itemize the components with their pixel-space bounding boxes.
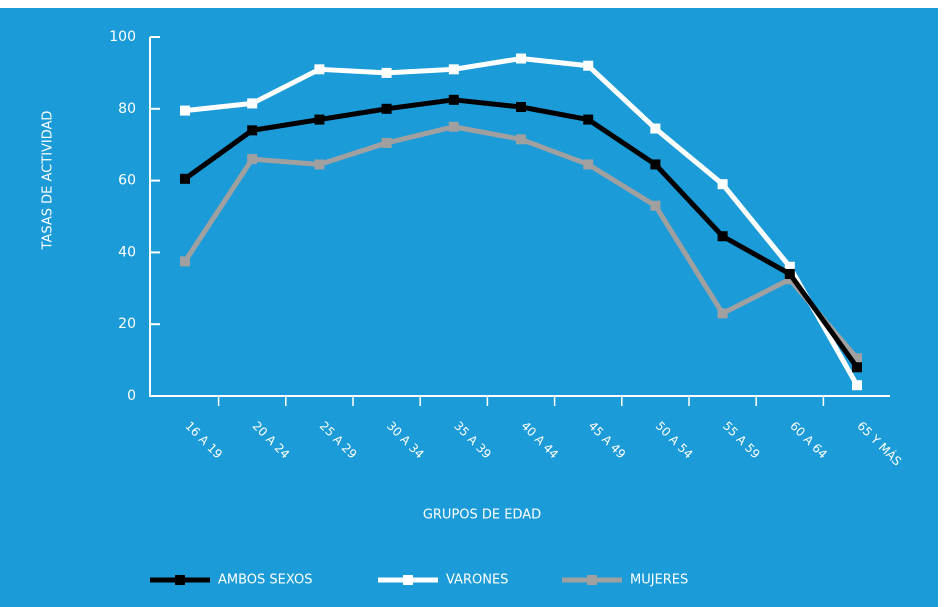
- legend-label: VARONES: [446, 573, 508, 588]
- y-tick-label: 100: [109, 29, 136, 45]
- point: [852, 353, 862, 364]
- point: [784, 268, 795, 279]
- point: [717, 231, 728, 242]
- point: [717, 179, 728, 190]
- legend-marker: [175, 575, 185, 585]
- point: [852, 362, 862, 373]
- point: [583, 114, 594, 125]
- point: [381, 137, 392, 148]
- point: [247, 98, 258, 109]
- y-tick-label: 80: [118, 101, 136, 117]
- point: [247, 125, 258, 136]
- point: [381, 103, 392, 114]
- point: [784, 274, 795, 285]
- x-axis-label: GRUPOS DE EDAD: [423, 508, 541, 523]
- y-tick-label: 40: [118, 244, 136, 260]
- y-axis-label: TASAS DE ACTIVIDAD: [41, 111, 56, 251]
- point: [180, 173, 190, 184]
- point: [516, 102, 526, 113]
- point: [650, 159, 661, 170]
- legend-marker: [587, 575, 597, 585]
- point: [180, 105, 190, 116]
- legend-label: MUJERES: [630, 573, 688, 588]
- point: [583, 159, 594, 170]
- point: [717, 308, 728, 319]
- point: [784, 261, 795, 272]
- point: [180, 256, 190, 267]
- point: [247, 154, 258, 165]
- legend-marker: [403, 575, 413, 585]
- point: [650, 123, 661, 134]
- point: [314, 64, 325, 75]
- point: [516, 134, 526, 145]
- point: [583, 60, 594, 71]
- point: [381, 67, 392, 78]
- y-tick-label: 60: [118, 173, 136, 189]
- point: [314, 114, 325, 125]
- y-tick-label: 20: [118, 316, 136, 332]
- point: [448, 64, 459, 75]
- legend-label: AMBOS SEXOS: [218, 573, 312, 588]
- point: [852, 380, 862, 391]
- point: [516, 53, 526, 64]
- point: [650, 200, 661, 211]
- y-tick-label: 0: [127, 388, 136, 404]
- point: [448, 94, 459, 105]
- point: [448, 121, 459, 132]
- point: [314, 159, 325, 170]
